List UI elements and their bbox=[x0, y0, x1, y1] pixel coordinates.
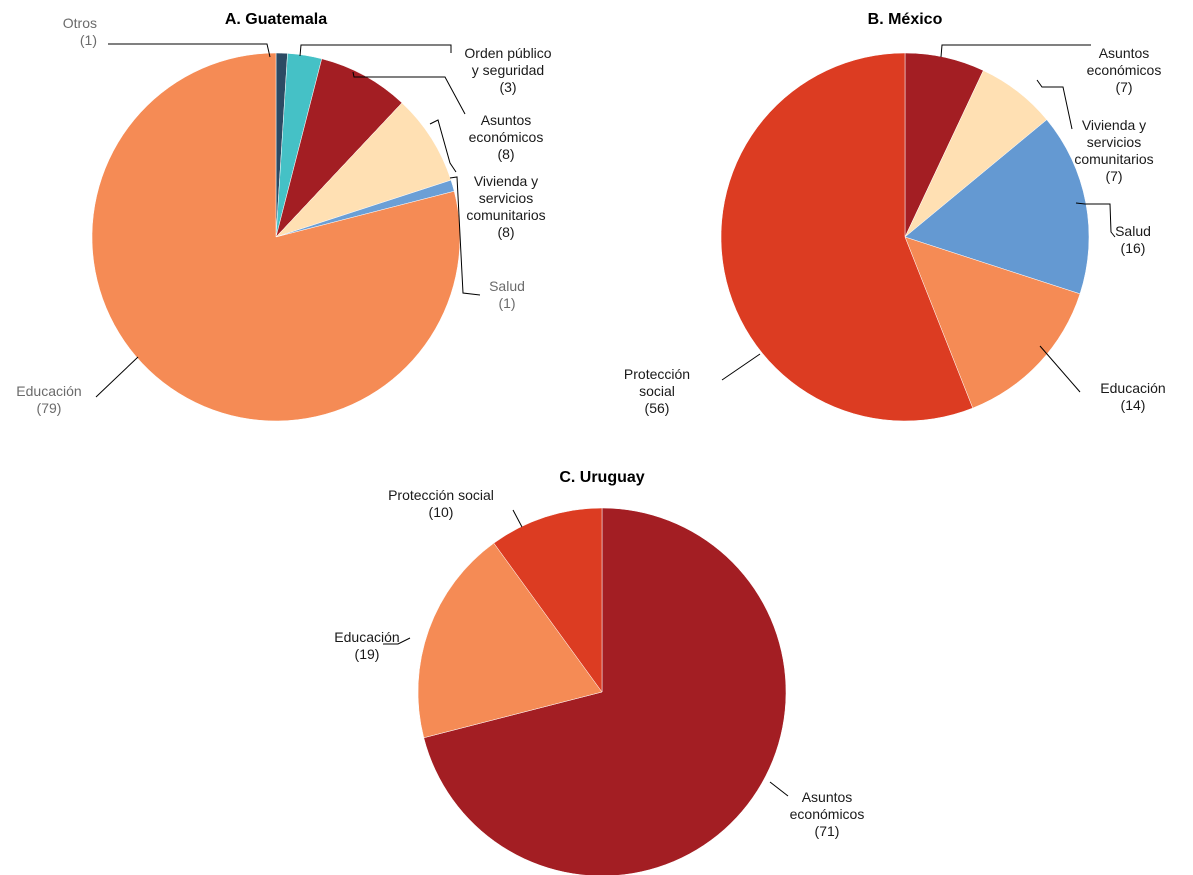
slice-label-salud: Salud (16) bbox=[1115, 223, 1151, 256]
pie-panel-guatemala: A. Guatemala Otros (1) Orden público y segu… bbox=[16, 11, 552, 422]
leader-line bbox=[512, 509, 523, 528]
pie-slice-vivienda-y-servicios-comunitarios bbox=[275, 102, 452, 238]
pie-slice-educacion bbox=[904, 236, 1081, 409]
leader-line bbox=[1036, 79, 1073, 130]
slice-label-asuntos-economicos: Asuntos económicos (71) bbox=[790, 789, 865, 839]
leader-line bbox=[383, 637, 411, 645]
leader-line bbox=[352, 71, 466, 115]
slice-label-educacion: Educación (79) bbox=[16, 383, 81, 416]
leader-line bbox=[108, 43, 271, 58]
slice-label-educacion: Educación (19) bbox=[334, 629, 399, 662]
slice-label-vivienda-y-servicios-comunitarios: Vivienda y servicios comunitarios (7) bbox=[1074, 117, 1153, 184]
chart-title: C. Uruguay bbox=[559, 469, 644, 486]
pie-slice-proteccion-social bbox=[493, 507, 603, 693]
leader-line bbox=[95, 356, 139, 398]
chart-title: A. Guatemala bbox=[225, 11, 327, 28]
leader-line bbox=[449, 176, 481, 296]
slice-label-asuntos-economicos: Asuntos económicos (7) bbox=[1087, 45, 1162, 95]
slice-label-educacion: Educación (14) bbox=[1100, 380, 1165, 413]
slice-label-orden-publico-y-seguridad: Orden público y seguridad (3) bbox=[464, 45, 551, 95]
leader-line bbox=[1075, 202, 1116, 238]
pie-panel-mexico: B. México Asuntos económicos (7) Vivienda y… bbox=[624, 11, 1166, 422]
slice-label-proteccion-social: Protección social (56) bbox=[624, 366, 690, 416]
leader-line bbox=[299, 44, 452, 57]
pie-slice-asuntos-economicos bbox=[275, 58, 403, 238]
pie-slice-proteccion-social bbox=[720, 52, 974, 422]
leader-line bbox=[940, 44, 1091, 58]
slice-label-vivienda-y-servicios-comunitarios: Vivienda y servicios comunitarios (8) bbox=[466, 173, 545, 240]
slice-label-proteccion-social: Protección social (10) bbox=[388, 487, 494, 520]
pie-panel-uruguay: C. Uruguay Asuntos económicos (71) Educació… bbox=[334, 469, 864, 875]
leader-line bbox=[429, 119, 457, 173]
pie-slice-educacion bbox=[91, 52, 461, 422]
leader-line bbox=[769, 781, 789, 797]
slice-label-otros: Otros (1) bbox=[63, 15, 97, 48]
slice-label-salud: Salud (1) bbox=[489, 278, 525, 311]
slice-label-asuntos-economicos: Asuntos económicos (8) bbox=[469, 112, 544, 162]
pie-slice-salud bbox=[904, 119, 1090, 295]
pie-slice-asuntos-economicos bbox=[423, 507, 787, 875]
pie-slice-educacion bbox=[417, 542, 603, 739]
chart-title: B. México bbox=[868, 11, 943, 28]
leader-line bbox=[1039, 345, 1081, 393]
leader-line bbox=[721, 353, 761, 381]
